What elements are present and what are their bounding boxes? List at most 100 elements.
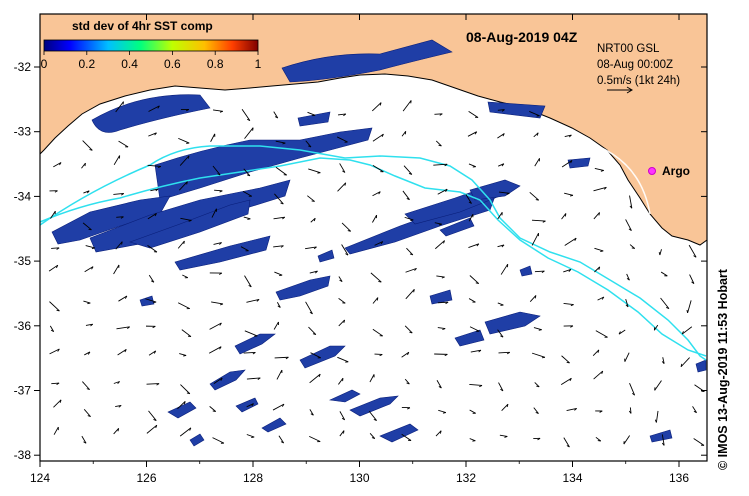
current-arrow-icon	[405, 267, 417, 273]
sst-patch	[129, 199, 251, 249]
current-arrow-icon	[563, 302, 574, 307]
current-arrow-icon	[369, 433, 376, 439]
current-arrow-icon	[305, 140, 312, 148]
current-arrow-icon	[246, 434, 255, 438]
current-arrow-icon	[561, 355, 570, 364]
current-arrow-icon	[436, 380, 442, 389]
sst-patch	[484, 311, 541, 335]
current-arrow-icon	[404, 325, 413, 334]
current-arrow-icon	[118, 295, 128, 302]
lon-tick-label: 124	[30, 471, 50, 485]
current-arrow-icon	[497, 302, 504, 306]
current-arrow-icon	[211, 301, 224, 306]
current-arrow-icon	[402, 100, 412, 112]
sst-patch	[454, 329, 485, 347]
current-arrow-icon	[595, 410, 603, 413]
current-arrow-icon	[625, 219, 632, 231]
current-arrow-icon	[209, 406, 216, 412]
current-arrow-icon	[564, 134, 572, 138]
current-arrow-icon	[213, 377, 223, 384]
colorbar-tick-label: 0.2	[78, 57, 95, 71]
current-arrow-icon	[401, 351, 410, 358]
current-arrow-icon	[338, 297, 346, 304]
current-arrow-icon	[338, 377, 344, 385]
current-arrow-icon	[434, 113, 443, 116]
current-arrow-icon	[498, 351, 510, 355]
colorbar-header-bg	[40, 14, 262, 34]
current-arrow-icon	[653, 324, 659, 331]
colorbar-tick-label: 0.8	[207, 57, 224, 71]
sst-patch	[174, 235, 271, 271]
sst-patch	[281, 39, 453, 83]
current-arrow-icon	[469, 438, 476, 442]
current-arrow-icon	[597, 296, 605, 301]
track-line	[39, 145, 707, 361]
current-arrow-icon	[468, 214, 474, 222]
latitude-axis: -32 -33 -34 -35 -36 -37 -38	[14, 60, 707, 462]
current-arrow-icon	[339, 163, 346, 173]
current-arrow-icon	[626, 273, 630, 281]
current-arrow-icon	[338, 319, 346, 327]
lat-tick-label: -37	[14, 384, 32, 398]
current-arrow-icon	[594, 247, 604, 253]
current-arrow-icon	[310, 217, 316, 223]
lon-tick-label: 132	[456, 471, 476, 485]
current-arrow-icon	[497, 212, 503, 220]
current-arrow-icon	[498, 191, 510, 195]
colorbar-tick-label: 0.4	[121, 57, 138, 71]
current-arrow-icon	[180, 217, 192, 222]
current-arrow-icon	[308, 168, 321, 174]
current-arrow-icon	[337, 182, 347, 192]
current-arrow-icon	[276, 302, 281, 308]
argo-marker: Argo	[648, 164, 690, 178]
sst-patch	[519, 265, 533, 277]
current-arrow-icon	[147, 164, 162, 169]
current-arrow-icon	[179, 353, 187, 357]
sst-patch	[154, 127, 373, 201]
current-arrow-icon	[629, 195, 633, 209]
current-arrow-icon	[688, 244, 697, 258]
current-arrow-icon	[145, 325, 156, 329]
current-arrow-icon	[661, 357, 665, 364]
current-arrow-icon	[115, 404, 122, 408]
current-arrow-icon	[533, 132, 539, 138]
current-arrow-icon	[661, 434, 665, 446]
current-arrow-icon	[337, 356, 349, 363]
current-arrow-icon	[213, 242, 222, 245]
current-arrow-icon	[629, 244, 636, 249]
current-arrow-icon	[625, 298, 629, 308]
current-arrow-icon	[563, 437, 570, 448]
current-arrow-icon	[436, 275, 445, 279]
current-arrow-icon	[341, 244, 349, 256]
current-vectors	[48, 100, 705, 448]
current-arrow-icon	[435, 140, 442, 147]
current-arrow-icon	[593, 370, 604, 380]
current-arrow-icon	[84, 266, 94, 273]
current-arrow-icon	[497, 109, 505, 112]
sst-patch	[328, 389, 361, 403]
current-arrow-icon	[51, 382, 60, 386]
current-arrow-icon	[468, 243, 480, 248]
current-arrow-icon	[403, 165, 413, 175]
current-arrow-icon	[595, 330, 608, 338]
current-arrow-icon	[593, 186, 607, 192]
current-arrow-icon	[437, 327, 446, 331]
current-arrow-icon	[85, 323, 94, 327]
current-arrow-icon	[372, 164, 384, 173]
current-arrow-icon	[53, 426, 59, 435]
current-arrow-icon	[468, 163, 476, 168]
current-arrow-icon	[561, 213, 567, 220]
current-arrow-icon	[435, 430, 442, 437]
current-arrow-icon	[148, 132, 157, 137]
map-frame	[39, 13, 708, 462]
current-arrow-icon	[374, 353, 383, 357]
current-arrow-icon	[469, 326, 480, 332]
longitude-axis: 124 126 128 130 132 134 136	[30, 14, 689, 485]
current-arrow-icon	[274, 356, 289, 360]
current-arrow-icon	[497, 133, 505, 139]
current-arrow-icon	[272, 403, 285, 411]
current-arrow-icon	[372, 297, 379, 304]
current-arrow-icon	[243, 168, 251, 177]
sst-patch	[567, 157, 591, 169]
current-arrow-icon	[501, 403, 509, 411]
